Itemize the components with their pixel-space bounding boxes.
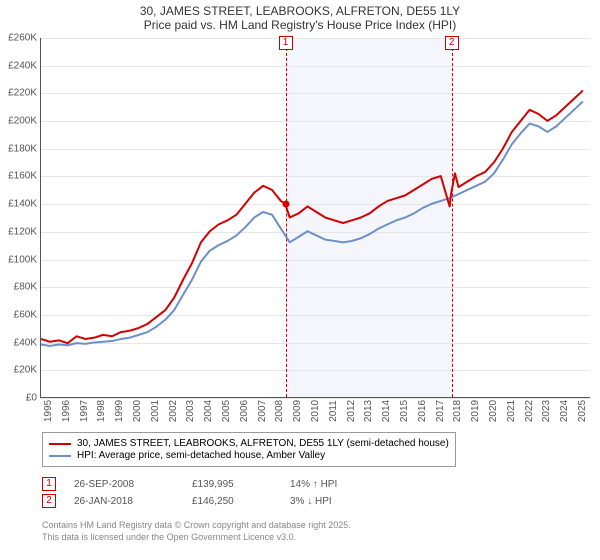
x-axis-label: 2016	[415, 400, 428, 422]
chart-container: 30, JAMES STREET, LEABROOKS, ALFRETON, D…	[0, 0, 600, 36]
series-line-hpi	[41, 102, 583, 346]
footer-line: Contains HM Land Registry data © Crown c…	[42, 520, 351, 532]
x-axis-label: 2007	[255, 400, 268, 422]
series-line-price_paid	[41, 90, 583, 343]
legend-row: 30, JAMES STREET, LEABROOKS, ALFRETON, D…	[49, 438, 449, 449]
y-axis-label: £80K	[14, 282, 41, 293]
sale-row-marker: 2	[42, 494, 56, 508]
sale-price: £146,250	[192, 496, 272, 507]
sale-dot	[282, 201, 289, 208]
x-axis-label: 2014	[379, 400, 392, 422]
sale-delta: 3% ↓ HPI	[290, 496, 332, 507]
x-axis-label: 2015	[397, 400, 410, 422]
y-axis-label: £100K	[8, 254, 41, 265]
plot-area: £0£20K£40K£60K£80K£100K£120K£140K£160K£1…	[40, 38, 590, 398]
sale-delta: 14% ↑ HPI	[290, 479, 337, 490]
x-axis-label: 2020	[486, 400, 499, 422]
x-axis-label: 2003	[183, 400, 196, 422]
legend: 30, JAMES STREET, LEABROOKS, ALFRETON, D…	[42, 432, 456, 467]
x-axis-label: 2009	[290, 400, 303, 422]
y-axis-label: £0	[26, 393, 41, 404]
x-axis-label: 2024	[557, 400, 570, 422]
y-axis-label: £240K	[8, 60, 41, 71]
legend-swatch	[49, 455, 71, 457]
x-axis-label: 2002	[166, 400, 179, 422]
series-svg	[41, 38, 590, 397]
x-axis-label: 1999	[112, 400, 125, 422]
sale-date: 26-JAN-2018	[74, 496, 174, 507]
y-axis-label: £60K	[14, 309, 41, 320]
y-axis-label: £200K	[8, 116, 41, 127]
x-axis-label: 2021	[504, 400, 517, 422]
x-axis-label: 1997	[77, 400, 90, 422]
sales-table: 1 26-SEP-2008 £139,995 14% ↑ HPI 2 26-JAN-201…	[42, 474, 337, 511]
x-axis-label: 1996	[59, 400, 72, 422]
x-axis-label: 2000	[130, 400, 143, 422]
x-axis-label: 1995	[41, 400, 54, 422]
x-axis-label: 2006	[237, 400, 250, 422]
x-axis-label: 2012	[344, 400, 357, 422]
sale-row: 2 26-JAN-2018 £146,250 3% ↓ HPI	[42, 494, 337, 508]
y-axis-label: £120K	[8, 226, 41, 237]
x-axis-label: 2011	[326, 400, 339, 422]
legend-swatch	[49, 443, 71, 445]
sale-row-marker: 1	[42, 477, 56, 491]
x-axis-label: 2025	[575, 400, 588, 422]
x-axis-label: 2019	[468, 400, 481, 422]
sale-date: 26-SEP-2008	[74, 479, 174, 490]
x-axis-label: 2022	[522, 400, 535, 422]
y-axis-label: £140K	[8, 199, 41, 210]
y-axis-label: £220K	[8, 88, 41, 99]
y-axis-label: £180K	[8, 143, 41, 154]
y-axis-label: £40K	[14, 337, 41, 348]
x-axis-label: 2023	[539, 400, 552, 422]
x-axis-label: 2008	[272, 400, 285, 422]
x-axis-label: 2001	[148, 400, 161, 422]
chart-subtitle: Price paid vs. HM Land Registry's House …	[0, 18, 600, 36]
sale-row: 1 26-SEP-2008 £139,995 14% ↑ HPI	[42, 477, 337, 491]
gridline	[41, 398, 590, 399]
legend-label: 30, JAMES STREET, LEABROOKS, ALFRETON, D…	[77, 438, 449, 449]
x-axis-label: 1998	[94, 400, 107, 422]
x-axis-label: 2010	[308, 400, 321, 422]
sale-price: £139,995	[192, 479, 272, 490]
y-axis-label: £20K	[14, 365, 41, 376]
x-axis-label: 2018	[450, 400, 463, 422]
footer-line: This data is licensed under the Open Gov…	[42, 532, 351, 544]
legend-label: HPI: Average price, semi-detached house,…	[77, 450, 325, 461]
y-axis-label: £260K	[8, 33, 41, 44]
footer-attribution: Contains HM Land Registry data © Crown c…	[42, 520, 351, 543]
x-axis-label: 2005	[219, 400, 232, 422]
x-axis-label: 2013	[361, 400, 374, 422]
x-axis-label: 2004	[201, 400, 214, 422]
chart-title: 30, JAMES STREET, LEABROOKS, ALFRETON, D…	[0, 0, 600, 18]
x-axis-label: 2017	[433, 400, 446, 422]
y-axis-label: £160K	[8, 171, 41, 182]
legend-row: HPI: Average price, semi-detached house,…	[49, 450, 449, 461]
